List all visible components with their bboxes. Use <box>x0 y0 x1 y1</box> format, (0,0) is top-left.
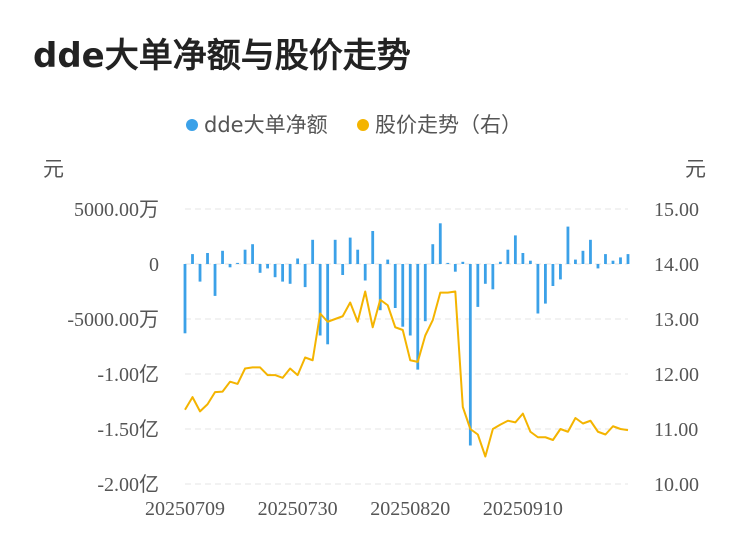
dde-bar[interactable] <box>401 264 405 327</box>
price-line[interactable] <box>184 290 629 458</box>
dde-bar[interactable] <box>236 262 239 264</box>
right-tick-label: 15.00 <box>654 199 699 221</box>
legend-label-price[interactable]: 股价走势（右） <box>375 113 522 137</box>
dde-bar[interactable] <box>183 264 187 334</box>
dde-bar[interactable] <box>589 239 592 264</box>
dde-bar[interactable] <box>528 260 532 264</box>
right-tick-label: 13.00 <box>654 309 699 331</box>
dde-bar[interactable] <box>453 264 457 272</box>
dde-bar[interactable] <box>619 257 622 264</box>
dde-bar[interactable] <box>311 239 315 264</box>
x-tick-label: 20250910 <box>483 498 563 520</box>
left-tick-label: 5000.00万 <box>74 199 159 221</box>
dde-bar[interactable] <box>393 264 397 308</box>
x-tick-label: 20250820 <box>370 498 450 520</box>
axis-labels: 5000.00万 15.00 0 14.00 -5000.00万 13.00 -1.00亿 1… <box>67 199 699 520</box>
dde-bar[interactable] <box>371 231 375 264</box>
dde-bar[interactable] <box>333 239 337 264</box>
dde-bar[interactable] <box>483 264 487 284</box>
x-tick-label: 20250730 <box>258 498 338 520</box>
legend-dot-price <box>357 119 369 131</box>
dde-bar[interactable] <box>574 259 577 264</box>
dde-bar[interactable] <box>251 244 254 264</box>
dde-bar[interactable] <box>438 223 442 264</box>
legend-label-dde[interactable]: dde大单净额 <box>204 113 328 137</box>
dde-bar[interactable] <box>386 259 390 264</box>
dde-bar[interactable] <box>228 264 232 268</box>
left-axis-unit: 元 <box>43 157 64 181</box>
right-axis-unit: 元 <box>685 157 706 181</box>
dde-bar[interactable] <box>566 226 570 264</box>
dde-bar[interactable] <box>288 264 292 284</box>
legend-dot-dde <box>186 119 198 131</box>
dde-bar[interactable] <box>296 258 300 265</box>
left-tick-label: -2.00亿 <box>97 473 159 496</box>
dde-bar[interactable] <box>341 264 345 275</box>
legend: dde大单净额 股价走势（右） <box>186 113 522 137</box>
dde-bar[interactable] <box>423 264 427 322</box>
dde-bar[interactable] <box>243 249 247 264</box>
dde-bar[interactable] <box>581 250 585 264</box>
dde-bar[interactable] <box>191 254 194 264</box>
left-tick-label: -5000.00万 <box>67 309 159 331</box>
dde-bar[interactable] <box>213 264 217 296</box>
dde-bar[interactable] <box>446 262 450 264</box>
dde-bar[interactable] <box>506 249 510 264</box>
price-line-group <box>184 290 629 458</box>
dde-bar[interactable] <box>281 264 285 282</box>
dde-bar[interactable] <box>551 264 555 286</box>
dde-bar[interactable] <box>206 253 209 264</box>
dde-bar[interactable] <box>544 264 547 304</box>
dde-bar[interactable] <box>408 264 412 336</box>
dde-bar[interactable] <box>273 264 277 278</box>
left-tick-label: -1.00亿 <box>97 363 159 386</box>
dde-bar[interactable] <box>521 253 525 264</box>
dde-bar[interactable] <box>348 237 352 264</box>
dde-bar[interactable] <box>416 264 420 370</box>
dde-bar[interactable] <box>604 254 607 264</box>
dde-bar[interactable] <box>513 235 517 264</box>
dde-bar[interactable] <box>626 254 630 264</box>
page-title: dde大单净额与股价走势 <box>33 36 411 76</box>
dde-bar[interactable] <box>378 264 382 311</box>
dde-bar[interactable] <box>468 264 472 446</box>
right-tick-label: 10.00 <box>654 474 699 496</box>
dde-bar[interactable] <box>559 264 562 280</box>
dde-bar[interactable] <box>536 264 540 314</box>
left-tick-label: 0 <box>149 254 159 276</box>
dde-bars <box>183 223 630 446</box>
dde-bar[interactable] <box>326 264 330 345</box>
right-tick-label: 12.00 <box>654 364 699 386</box>
dde-bar[interactable] <box>318 264 322 336</box>
dde-bar[interactable] <box>596 264 600 269</box>
dde-bar[interactable] <box>491 264 495 290</box>
dde-bar[interactable] <box>198 264 202 282</box>
dde-bar[interactable] <box>611 260 615 264</box>
dde-bar[interactable] <box>431 244 435 264</box>
dde-bar[interactable] <box>498 261 502 264</box>
x-tick-label: 20250709 <box>145 498 225 520</box>
dde-bar[interactable] <box>363 264 367 281</box>
dde-bar[interactable] <box>356 249 360 264</box>
dde-bar[interactable] <box>221 250 224 264</box>
dde-bar[interactable] <box>303 264 307 288</box>
dde-bar[interactable] <box>266 264 269 269</box>
dde-bar[interactable] <box>476 264 480 307</box>
dde-bar[interactable] <box>461 261 465 264</box>
left-tick-label: -1.50亿 <box>97 418 159 441</box>
right-tick-label: 11.00 <box>654 419 698 441</box>
right-tick-label: 14.00 <box>654 254 699 276</box>
dde-bar[interactable] <box>258 264 262 273</box>
